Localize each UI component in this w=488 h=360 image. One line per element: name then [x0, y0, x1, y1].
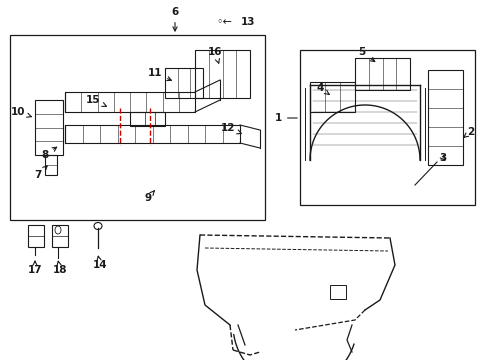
Text: 12: 12 [220, 123, 241, 134]
Bar [45, 155, 57, 175]
Bar [28, 225, 44, 247]
Text: 14: 14 [93, 256, 107, 270]
Bar [52, 225, 68, 247]
Text: 7: 7 [34, 166, 47, 180]
Text: 16: 16 [207, 47, 222, 63]
Text: 9: 9 [144, 190, 154, 203]
Text: 11: 11 [147, 68, 171, 81]
Text: 18: 18 [53, 261, 67, 275]
Text: 17: 17 [28, 261, 42, 275]
Bar [10, 35, 264, 220]
Bar [195, 50, 249, 98]
Bar [65, 125, 240, 143]
Text: 5: 5 [358, 47, 374, 62]
Text: 15: 15 [85, 95, 106, 107]
Text: 3: 3 [439, 153, 446, 163]
Bar [354, 58, 409, 90]
Bar [164, 68, 203, 98]
Text: ◦←: ◦← [216, 17, 231, 27]
Bar [427, 70, 462, 165]
Text: 4: 4 [316, 83, 328, 94]
Bar [130, 112, 164, 126]
Text: 13: 13 [240, 17, 255, 27]
Bar [329, 285, 346, 299]
Bar [35, 100, 63, 155]
Text: 2: 2 [463, 127, 473, 137]
Text: 10: 10 [11, 107, 31, 117]
Text: 1: 1 [274, 113, 297, 123]
Text: 8: 8 [41, 147, 57, 160]
Bar [309, 82, 354, 112]
Text: 6: 6 [171, 7, 178, 31]
Bar [299, 50, 474, 205]
Bar [65, 92, 195, 112]
